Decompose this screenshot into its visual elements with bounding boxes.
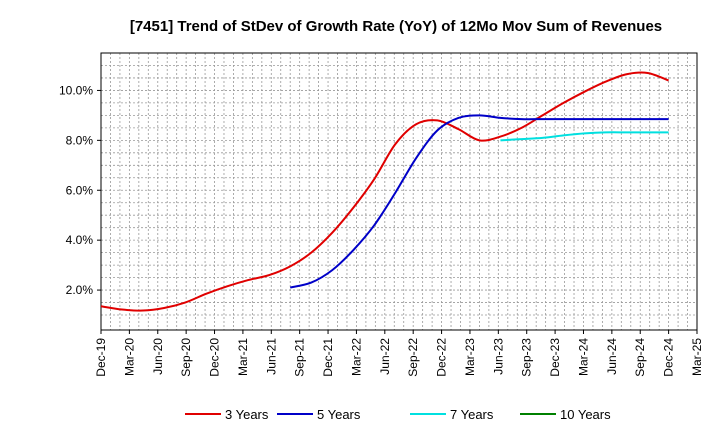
x-tick-label: Sep-23 bbox=[520, 338, 534, 377]
series-line-7-years bbox=[500, 131, 669, 142]
x-tick-label: Jun-20 bbox=[151, 338, 165, 375]
y-axis-labels: 2.0% 4.0% 6.0% 8.0% 10.0% bbox=[59, 83, 101, 297]
y-tick-label: 8.0% bbox=[66, 133, 94, 147]
x-tick-label: Sep-22 bbox=[406, 338, 420, 377]
legend: 3 Years 5 Years 7 Years 10 Years bbox=[185, 407, 611, 422]
x-tick-label: Mar-22 bbox=[349, 338, 363, 376]
x-tick-label: Mar-23 bbox=[463, 338, 477, 376]
x-tick-label: Mar-20 bbox=[122, 338, 136, 376]
legend-label: 5 Years bbox=[317, 407, 361, 422]
x-tick-label: Dec-21 bbox=[321, 338, 335, 377]
x-tick-label: Dec-19 bbox=[94, 338, 108, 377]
x-tick-label: Sep-21 bbox=[293, 338, 307, 377]
legend-label: 7 Years bbox=[450, 407, 494, 422]
x-tick-label: Jun-22 bbox=[378, 338, 392, 375]
x-tick-label: Sep-20 bbox=[179, 338, 193, 377]
x-tick-label: Dec-22 bbox=[435, 338, 449, 377]
chart-title: [7451] Trend of StDev of Growth Rate (Yo… bbox=[130, 18, 662, 35]
x-tick-label: Dec-24 bbox=[662, 338, 676, 377]
y-tick-label: 6.0% bbox=[66, 183, 94, 197]
y-tick-label: 4.0% bbox=[66, 233, 94, 247]
grid-lines bbox=[101, 53, 697, 330]
x-tick-label: Mar-21 bbox=[236, 338, 250, 376]
legend-label: 10 Years bbox=[560, 407, 611, 422]
x-tick-label: Jun-23 bbox=[491, 338, 505, 375]
x-tick-label: Sep-24 bbox=[633, 338, 647, 377]
plot-area bbox=[101, 53, 697, 330]
plot-frame bbox=[100, 52, 698, 331]
y-tick-label: 2.0% bbox=[66, 283, 94, 297]
x-tick-label: Jun-21 bbox=[264, 338, 278, 375]
x-tick-label: Dec-23 bbox=[548, 338, 562, 377]
legend-label: 3 Years bbox=[225, 407, 269, 422]
series-line-3-years bbox=[100, 71, 669, 312]
x-tick-label: Mar-24 bbox=[576, 338, 590, 376]
series-line-5-years bbox=[289, 114, 669, 289]
x-tick-label: Dec-20 bbox=[208, 338, 222, 377]
x-tick-label: Jun-24 bbox=[605, 338, 619, 375]
x-tick-label: Mar-25 bbox=[690, 338, 704, 376]
series-lines bbox=[100, 71, 669, 312]
y-tick-label: 10.0% bbox=[59, 83, 93, 97]
x-axis-labels: Dec-19 Mar-20 Jun-20 Sep-20 Dec-20 Mar-21 Jun-… bbox=[94, 330, 704, 377]
